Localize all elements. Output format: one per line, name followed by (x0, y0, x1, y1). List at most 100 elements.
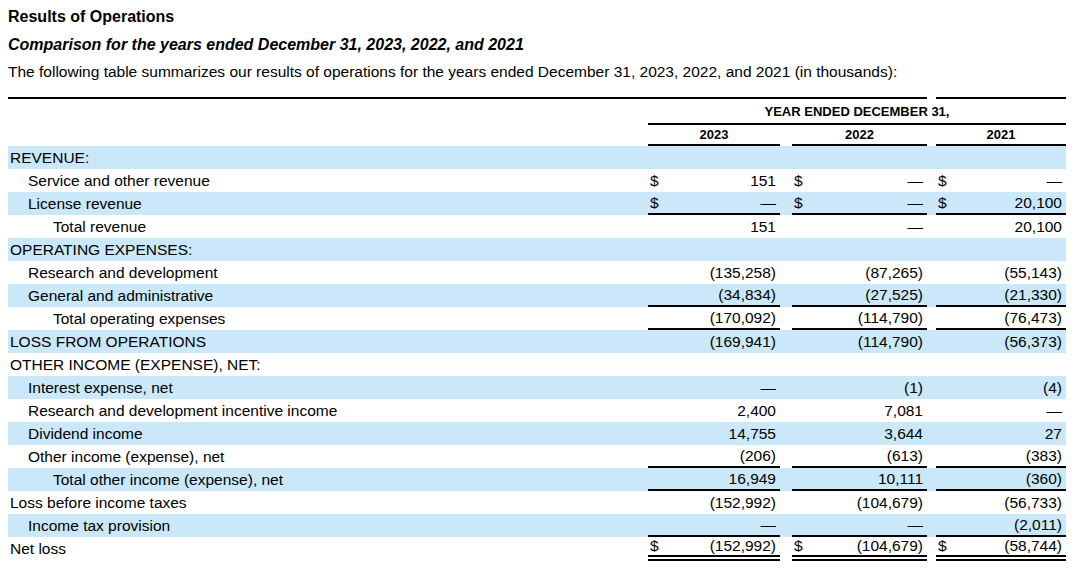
currency-symbol (936, 422, 960, 445)
currency-symbol (936, 376, 960, 399)
row-label: Loss before income taxes (8, 491, 648, 514)
column-spacer (927, 353, 936, 376)
currency-symbol (792, 146, 816, 169)
value-2023: (34,834) (672, 284, 780, 307)
row-label: General and administrative (8, 284, 648, 307)
value-2022 (816, 238, 927, 261)
currency-symbol (648, 353, 672, 376)
column-spacer (927, 468, 936, 491)
value-2022: — (816, 215, 927, 238)
value-2023: — (672, 514, 780, 537)
row-label: Total revenue (8, 215, 648, 238)
row-label: Income tax provision (8, 514, 648, 537)
column-spacer (780, 307, 792, 330)
intro-text: The following table summarizes our resul… (8, 63, 1080, 80)
column-spacer (780, 445, 792, 468)
column-spacer (780, 330, 792, 353)
column-spacer (927, 422, 936, 445)
comparison-subtitle: Comparison for the years ended December … (8, 36, 1080, 53)
column-spacer (927, 537, 936, 561)
currency-symbol (648, 399, 672, 422)
column-spacer (780, 353, 792, 376)
row-label: Research and development (8, 261, 648, 284)
value-2023 (672, 238, 780, 261)
value-2021: (383) (960, 445, 1066, 468)
row-label: OTHER INCOME (EXPENSE), NET: (8, 353, 648, 376)
table-body: YEAR ENDED DECEMBER 31, 2023 2022 2021 R… (8, 97, 1066, 561)
value-2021: (58,744) (960, 537, 1066, 561)
column-header-2023: 2023 (648, 125, 780, 146)
currency-symbol (648, 445, 672, 468)
row-label: OPERATING EXPENSES: (8, 238, 648, 261)
value-2022: (87,265) (816, 261, 927, 284)
value-2022: (104,679) (816, 491, 927, 514)
value-2023: (152,992) (672, 537, 780, 561)
table-row: Other income (expense), net (206) (613) … (8, 445, 1066, 468)
value-2023: (135,258) (672, 261, 780, 284)
value-2023: (169,941) (672, 330, 780, 353)
currency-symbol (648, 307, 672, 330)
currency-symbol (792, 399, 816, 422)
column-spacer (927, 330, 936, 353)
currency-symbol (936, 307, 960, 330)
column-spacer (780, 376, 792, 399)
currency-symbol (936, 445, 960, 468)
table-row: OPERATING EXPENSES: (8, 238, 1066, 261)
table-row: Loss before income taxes (152,992) (104,… (8, 491, 1066, 514)
value-2023: (206) (672, 445, 780, 468)
column-spacer (780, 537, 792, 561)
currency-symbol (792, 284, 816, 307)
column-header-2022: 2022 (792, 125, 927, 146)
value-2023: 151 (672, 169, 780, 192)
column-spacer (927, 399, 936, 422)
currency-symbol (792, 445, 816, 468)
column-spacer (927, 307, 936, 330)
column-spacer (927, 146, 936, 169)
table-row: Net loss $ (152,992) $ (104,679) $ (58,7… (8, 537, 1066, 561)
table-row: Research and development (135,258) (87,2… (8, 261, 1066, 284)
column-spacer (780, 399, 792, 422)
value-2022: 3,644 (816, 422, 927, 445)
row-label: Service and other revenue (8, 169, 648, 192)
currency-symbol (936, 491, 960, 514)
value-2023: — (672, 192, 780, 215)
column-spacer (780, 514, 792, 537)
table-row: OTHER INCOME (EXPENSE), NET: (8, 353, 1066, 376)
value-2023: (152,992) (672, 491, 780, 514)
column-spacer (780, 169, 792, 192)
currency-symbol (648, 238, 672, 261)
column-spacer (927, 125, 936, 146)
row-label: Net loss (8, 537, 648, 561)
value-2022: (104,679) (816, 537, 927, 561)
currency-symbol (648, 422, 672, 445)
value-2023: 2,400 (672, 399, 780, 422)
row-label: LOSS FROM OPERATIONS (8, 330, 648, 353)
currency-symbol: $ (792, 169, 816, 192)
currency-symbol (648, 330, 672, 353)
value-2023: (170,092) (672, 307, 780, 330)
column-spacer (780, 261, 792, 284)
currency-symbol (648, 491, 672, 514)
currency-symbol (792, 353, 816, 376)
value-2022: (613) (816, 445, 927, 468)
value-2022: (114,790) (816, 307, 927, 330)
table-row: Income tax provision — — (2,011) (8, 514, 1066, 537)
table-row: License revenue $ — $ — $ 20,100 (8, 192, 1066, 215)
currency-symbol: $ (936, 192, 960, 215)
column-spacer (927, 169, 936, 192)
value-2023: 151 (672, 215, 780, 238)
table-row: Research and development incentive incom… (8, 399, 1066, 422)
value-2023: — (672, 376, 780, 399)
currency-symbol: $ (792, 192, 816, 215)
table-row: General and administrative (34,834) (27,… (8, 284, 1066, 307)
row-label: REVENUE: (8, 146, 648, 169)
column-spacer (780, 491, 792, 514)
value-2022: (114,790) (816, 330, 927, 353)
table-row: Interest expense, net — (1) (4) (8, 376, 1066, 399)
currency-symbol (648, 146, 672, 169)
value-2022 (816, 146, 927, 169)
currency-symbol (792, 422, 816, 445)
currency-symbol (936, 468, 960, 491)
currency-symbol (936, 284, 960, 307)
value-2021: (21,330) (960, 284, 1066, 307)
